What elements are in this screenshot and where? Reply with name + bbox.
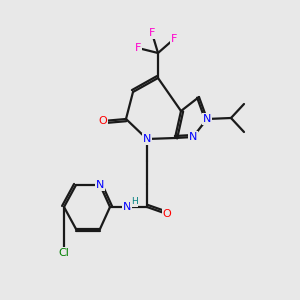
Text: N: N (203, 114, 211, 124)
Text: N: N (189, 132, 197, 142)
Text: F: F (135, 43, 141, 53)
Text: Cl: Cl (58, 248, 69, 258)
Text: F: F (149, 28, 155, 38)
Text: O: O (99, 116, 107, 126)
Text: H: H (130, 197, 137, 206)
Text: N: N (96, 180, 104, 190)
Text: N: N (123, 202, 131, 212)
Text: N: N (143, 134, 151, 144)
Text: O: O (163, 209, 171, 219)
Text: F: F (171, 34, 177, 44)
